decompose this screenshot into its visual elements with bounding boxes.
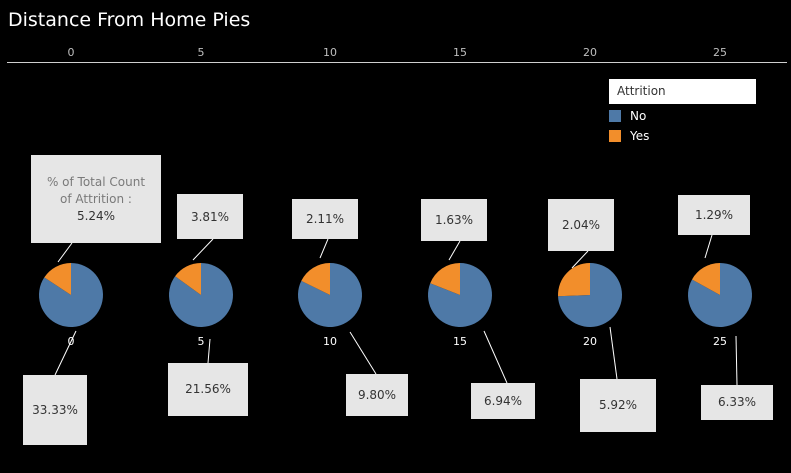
callout-line-no-20: [609, 326, 618, 380]
pie-slice-no-15: [428, 263, 493, 327]
callout-line-yes-20: [571, 250, 589, 269]
callout-yes-20: 2.04%: [548, 199, 614, 251]
callout-no-20: 5.92%: [580, 379, 656, 432]
callout-yes-15: 1.63%: [421, 199, 487, 241]
legend-swatch-no: [609, 110, 621, 122]
callout-line-no-25: [735, 335, 738, 386]
callout-value-no-25: 6.33%: [717, 395, 757, 409]
callout-value-no-10: 9.80%: [357, 388, 397, 402]
pie-slice-yes-5: [175, 263, 201, 295]
callout-no-0: 33.33%: [23, 375, 87, 445]
legend-swatch-yes: [609, 130, 621, 142]
callout-no-25: 6.33%: [701, 385, 773, 420]
callout-line-no-5: [207, 338, 211, 364]
pie-slice-yes-0: [44, 263, 71, 295]
callout-value-no-0: 33.33%: [32, 403, 78, 417]
axis-divider: [7, 62, 787, 63]
callout-line-yes-10: [319, 238, 329, 259]
pie-slice-yes-15: [430, 263, 460, 295]
pie-category-label-15: 15: [453, 335, 467, 348]
pie-slice-yes-10: [301, 263, 330, 295]
x-tick-label-0: 0: [68, 46, 75, 59]
callout-line-no-10: [349, 331, 377, 375]
tooltip-caption: % of Total Count of Attrition :: [46, 174, 146, 206]
callout-line-no-0: [54, 330, 77, 376]
pie-slice-yes-25: [692, 263, 720, 295]
pie-category-label-20: 20: [583, 335, 597, 348]
callout-line-no-15: [483, 330, 508, 384]
callout-value-yes-0: 5.24%: [76, 208, 116, 223]
callout-no-15: 6.94%: [471, 383, 535, 419]
callout-yes-5: 3.81%: [177, 194, 243, 239]
x-tick-label-10: 10: [323, 46, 337, 59]
callout-yes-0: % of Total Count of Attrition : 5.24%: [31, 155, 161, 243]
x-tick-label-5: 5: [198, 46, 205, 59]
pie-category-label-0: 0: [68, 335, 75, 348]
chart-title: Distance From Home Pies: [8, 9, 251, 31]
callout-yes-10: 2.11%: [292, 199, 358, 239]
x-tick-label-15: 15: [453, 46, 467, 59]
legend-label-no: No: [630, 109, 647, 123]
pie-category-label-10: 10: [323, 335, 337, 348]
callout-line-yes-5: [192, 238, 214, 261]
callout-line-yes-0: [57, 242, 73, 263]
callout-value-no-15: 6.94%: [483, 394, 523, 408]
x-tick-label-20: 20: [583, 46, 597, 59]
callout-value-no-20: 5.92%: [598, 398, 638, 412]
pie-slice-no-20: [558, 263, 623, 327]
legend: Attrition No Yes: [609, 79, 756, 144]
callout-yes-25: 1.29%: [678, 195, 750, 235]
callout-line-yes-25: [704, 234, 713, 259]
callout-line-yes-15: [448, 240, 461, 261]
pie-slice-yes-20: [558, 263, 590, 297]
legend-item-no[interactable]: No: [609, 108, 756, 124]
pie-category-label-25: 25: [713, 335, 727, 348]
callout-no-5: 21.56%: [168, 363, 248, 416]
legend-title: Attrition: [609, 79, 756, 104]
legend-label-yes: Yes: [630, 129, 650, 143]
pie-category-label-5: 5: [198, 335, 205, 348]
callout-no-10: 9.80%: [346, 374, 408, 416]
callout-value-no-5: 21.56%: [185, 382, 231, 396]
x-tick-label-25: 25: [713, 46, 727, 59]
legend-item-yes[interactable]: Yes: [609, 128, 756, 144]
